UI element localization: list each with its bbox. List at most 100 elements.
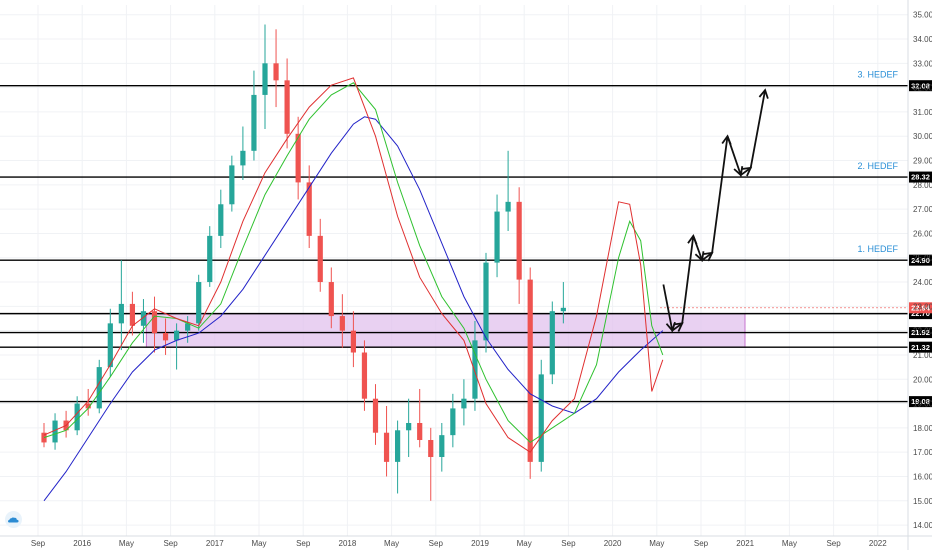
x-tick-label: May bbox=[251, 539, 266, 548]
candle-body bbox=[439, 435, 445, 458]
y-tick-label: 30.00 bbox=[913, 132, 932, 141]
time-axis[interactable]: Sep 2016 May Sep 2017 May Sep 2018 May Sep 2019 May… bbox=[0, 535, 932, 548]
projection-path bbox=[662, 88, 769, 333]
level-price-tag bbox=[909, 254, 932, 266]
candle-body bbox=[295, 133, 301, 183]
y-tick-label: 24.00 bbox=[913, 278, 932, 287]
y-tick-label: 29.00 bbox=[913, 157, 932, 166]
level-price-tag bbox=[909, 341, 932, 353]
candle-body bbox=[284, 80, 290, 134]
candle-body bbox=[406, 422, 412, 431]
level-price-label: 21.92 bbox=[911, 328, 930, 337]
moving-averages bbox=[43, 77, 664, 502]
y-tick-label: 25.00 bbox=[913, 254, 932, 263]
y-tick-label: 20.00 bbox=[913, 375, 932, 384]
last-price-label: 22.94 bbox=[911, 303, 931, 312]
x-tick-label: 2017 bbox=[206, 539, 224, 548]
candle-body bbox=[229, 165, 235, 205]
level-price-label: 19.08 bbox=[911, 397, 930, 406]
x-tick-label: May bbox=[649, 539, 664, 548]
candle-body bbox=[328, 282, 334, 317]
y-tick-label: 21.00 bbox=[913, 351, 932, 360]
candle-body bbox=[85, 403, 91, 409]
x-tick-label: Sep bbox=[826, 539, 841, 548]
level-price-label: 28.32 bbox=[911, 173, 930, 182]
price-axis[interactable]: 32.08 28.32 24.90 22.70 21.92 21.32 19.08 22.94… bbox=[907, 0, 932, 550]
x-tick-label: May bbox=[119, 539, 134, 548]
candle-body bbox=[262, 63, 268, 95]
level-price-tag bbox=[909, 327, 932, 339]
x-tick-label: 2022 bbox=[869, 539, 887, 548]
x-tick-label: May bbox=[782, 539, 797, 548]
level-price-label: 24.90 bbox=[911, 256, 930, 265]
x-tick-label: Sep bbox=[694, 539, 709, 548]
candle-body bbox=[505, 201, 511, 212]
candle-body bbox=[450, 408, 456, 436]
candle-body bbox=[516, 201, 522, 280]
horizontal-levels bbox=[0, 84, 908, 403]
x-tick-label: May bbox=[384, 539, 399, 548]
ma-mid-line bbox=[43, 82, 664, 444]
arrow-head bbox=[721, 134, 732, 145]
x-tick-label: Sep bbox=[561, 539, 576, 548]
candle-body bbox=[383, 432, 390, 462]
level-price-tag bbox=[909, 171, 932, 183]
x-tick-label: 2019 bbox=[471, 539, 489, 548]
candle-body bbox=[207, 235, 213, 283]
tradingview-logo[interactable] bbox=[5, 511, 22, 528]
candle-body bbox=[317, 235, 323, 283]
arrow-head bbox=[733, 166, 744, 177]
x-tick-label: Sep bbox=[429, 539, 444, 548]
x-tick-label: 2021 bbox=[736, 539, 754, 548]
x-tick-label: 2020 bbox=[604, 539, 622, 548]
arrow-head bbox=[673, 322, 684, 332]
candle-body bbox=[350, 330, 356, 353]
level-price-tag bbox=[909, 80, 932, 92]
candle-body bbox=[185, 323, 191, 331]
y-tick-label: 23.00 bbox=[913, 302, 932, 311]
candle-body bbox=[74, 403, 80, 431]
candle-body bbox=[118, 303, 124, 324]
candle-body bbox=[483, 262, 489, 341]
x-tick-label: Sep bbox=[31, 539, 46, 548]
arrow-head bbox=[702, 251, 714, 262]
y-tick-label: 19.00 bbox=[913, 400, 932, 409]
arrow-head bbox=[758, 88, 769, 99]
grid bbox=[0, 5, 908, 536]
candle-body bbox=[162, 333, 169, 341]
candle-body bbox=[96, 367, 102, 409]
x-tick-label: Sep bbox=[296, 539, 311, 548]
x-tick-label: 2018 bbox=[339, 539, 357, 548]
candle-body bbox=[494, 211, 500, 263]
candle-body bbox=[140, 311, 147, 326]
ma-fast-line bbox=[43, 77, 664, 453]
candle-body bbox=[107, 323, 113, 368]
y-tick-label: 32.00 bbox=[913, 84, 932, 93]
y-tick-label: 33.00 bbox=[913, 59, 932, 68]
candle-body bbox=[174, 330, 180, 341]
candle-body bbox=[251, 94, 257, 151]
y-tick-label: 28.00 bbox=[913, 181, 932, 190]
candle-body bbox=[372, 398, 379, 433]
target-label: 1. HEDEF bbox=[857, 244, 898, 254]
y-tick-label: 22.00 bbox=[913, 327, 932, 336]
y-tick-label: 31.00 bbox=[913, 108, 932, 117]
candle-body bbox=[151, 311, 158, 334]
ma-slow-line bbox=[43, 116, 664, 502]
y-tick-label: 17.00 bbox=[913, 448, 932, 457]
candle-body bbox=[218, 204, 224, 236]
candle-body bbox=[538, 374, 544, 462]
candle-body bbox=[560, 307, 566, 312]
x-tick-label: 2016 bbox=[73, 539, 91, 548]
y-tick-label: 34.00 bbox=[913, 35, 932, 44]
cloud-icon bbox=[8, 517, 19, 523]
candle-body bbox=[240, 150, 246, 166]
target-label: 2. HEDEF bbox=[857, 161, 898, 171]
candle-body bbox=[306, 182, 312, 236]
level-price-tag bbox=[909, 396, 932, 408]
target-labels: 3. HEDEF 2. HEDEF 1. HEDEF bbox=[857, 70, 898, 254]
candle-body bbox=[339, 316, 345, 331]
arrow-head bbox=[741, 166, 753, 177]
candle-body bbox=[196, 282, 202, 324]
